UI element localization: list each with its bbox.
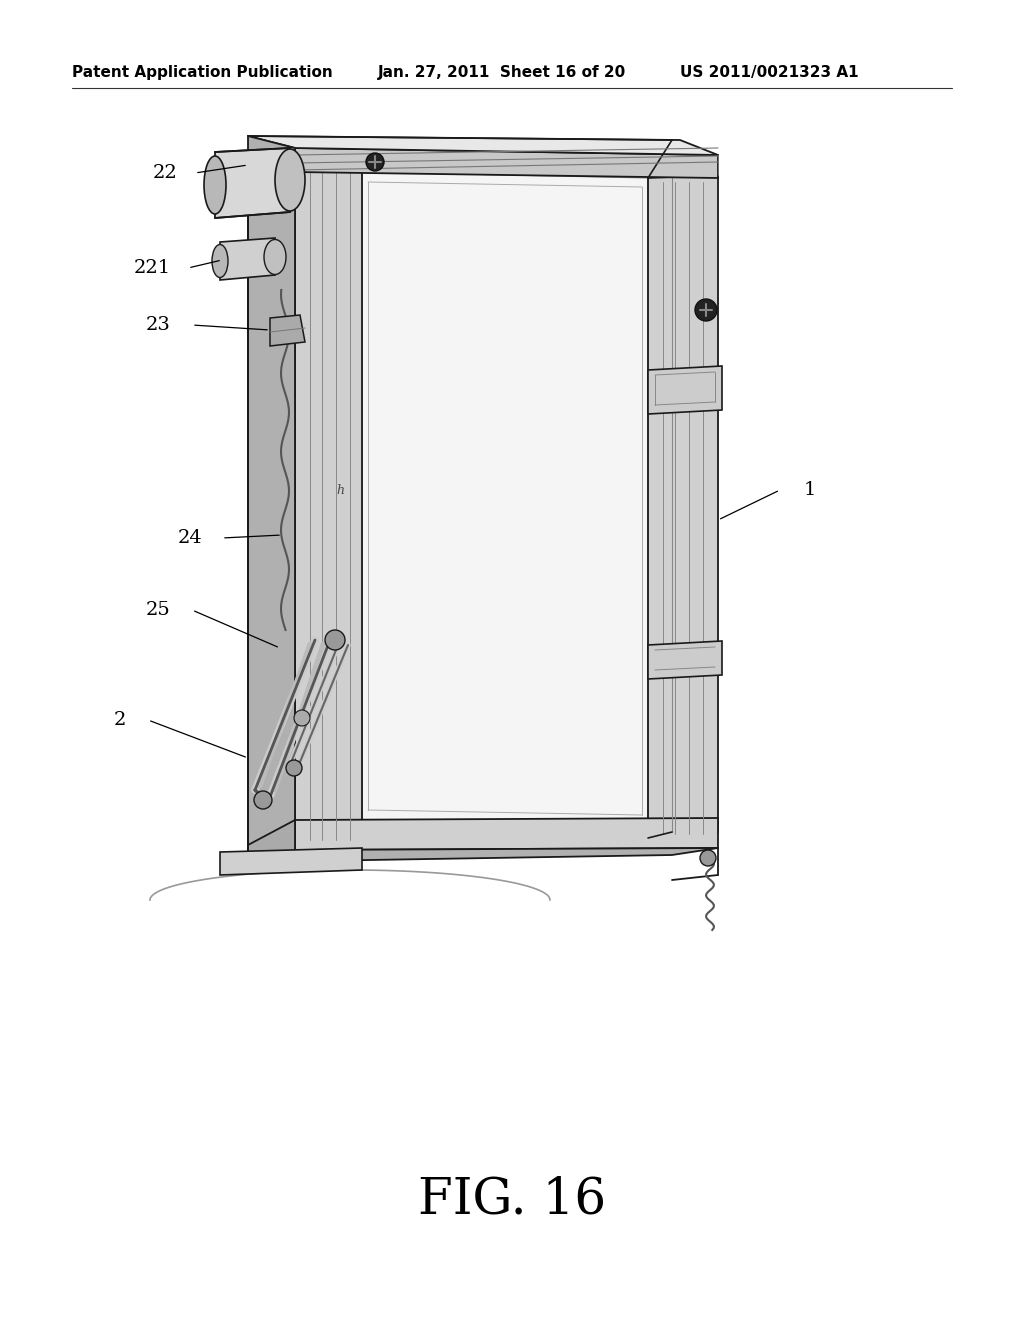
Polygon shape <box>220 238 275 280</box>
Text: 22: 22 <box>153 164 177 182</box>
Text: Jan. 27, 2011  Sheet 16 of 20: Jan. 27, 2011 Sheet 16 of 20 <box>378 65 627 79</box>
Text: 24: 24 <box>177 529 203 546</box>
Circle shape <box>286 760 302 776</box>
Ellipse shape <box>204 156 226 214</box>
Text: Patent Application Publication: Patent Application Publication <box>72 65 333 79</box>
Polygon shape <box>270 315 305 346</box>
Circle shape <box>700 850 716 866</box>
Ellipse shape <box>212 244 228 277</box>
Text: 23: 23 <box>145 315 170 334</box>
Polygon shape <box>295 148 362 845</box>
Polygon shape <box>248 845 718 862</box>
Text: FIG. 16: FIG. 16 <box>418 1175 606 1225</box>
Circle shape <box>254 791 272 809</box>
Polygon shape <box>248 136 718 154</box>
Polygon shape <box>648 366 722 414</box>
Text: 221: 221 <box>133 259 171 277</box>
Polygon shape <box>295 148 718 178</box>
Polygon shape <box>295 818 718 850</box>
Polygon shape <box>648 176 718 838</box>
Circle shape <box>366 153 384 172</box>
Circle shape <box>294 710 310 726</box>
Polygon shape <box>362 172 648 820</box>
Text: US 2011/0021323 A1: US 2011/0021323 A1 <box>680 65 859 79</box>
Polygon shape <box>248 136 295 172</box>
Ellipse shape <box>264 239 286 275</box>
Polygon shape <box>248 148 295 862</box>
Polygon shape <box>248 820 295 862</box>
Text: 25: 25 <box>145 601 170 619</box>
Polygon shape <box>220 847 362 875</box>
Ellipse shape <box>275 149 305 211</box>
Polygon shape <box>648 642 722 678</box>
Text: h: h <box>336 483 344 496</box>
Text: 1: 1 <box>804 480 816 499</box>
Circle shape <box>325 630 345 649</box>
Polygon shape <box>215 148 290 218</box>
Text: 2: 2 <box>114 711 126 729</box>
Circle shape <box>695 300 717 321</box>
